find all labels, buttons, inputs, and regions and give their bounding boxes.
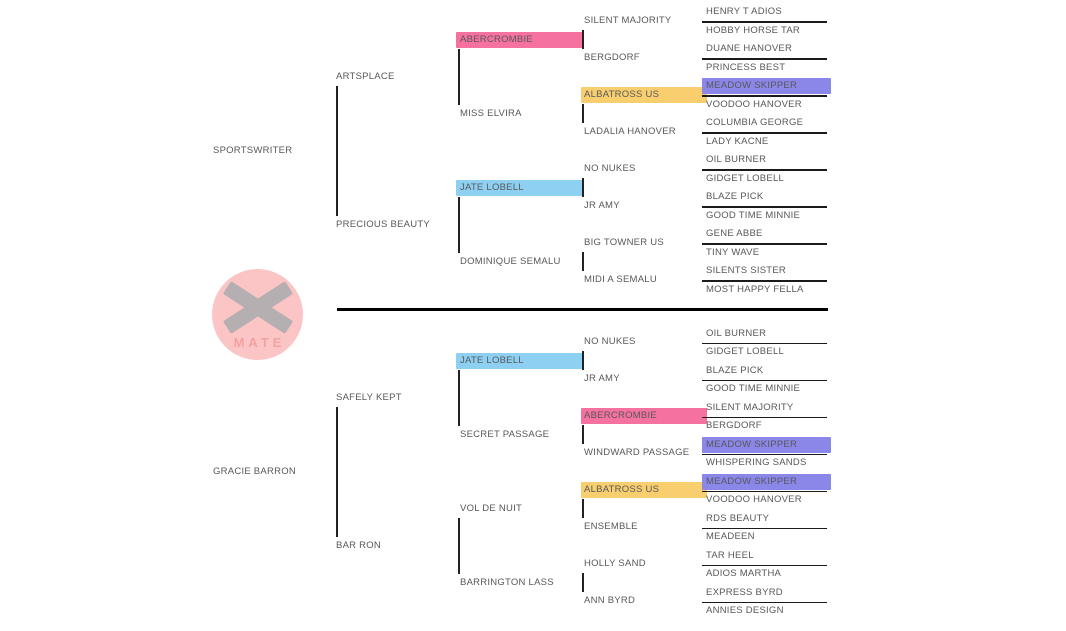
connector-line xyxy=(582,104,584,123)
horse-name-gen5[interactable]: BLAZE PICK xyxy=(706,191,764,202)
horse-name-gen3[interactable]: MISS ELVIRA xyxy=(460,108,522,119)
connector-line xyxy=(582,573,584,592)
horse-name-gen5[interactable]: DUANE HANOVER xyxy=(706,43,793,54)
connector-line xyxy=(458,518,460,574)
horse-name-gen4[interactable]: NO NUKES xyxy=(584,336,636,347)
horse-name-gen5[interactable]: TINY WAVE xyxy=(706,246,760,258)
horse-name-gen4[interactable]: JR AMY xyxy=(584,200,620,211)
horse-name-gen3[interactable]: DOMINIQUE SEMALU xyxy=(460,256,561,267)
connector-line xyxy=(582,178,584,197)
horse-name-gen3[interactable]: SECRET PASSAGE xyxy=(460,429,550,440)
horse-name-gen2[interactable]: ARTSPLACE xyxy=(336,71,395,82)
horse-name-gen5[interactable]: GOOD TIME MINNIE xyxy=(706,383,801,394)
horse-name-gen5[interactable]: ADIOS MARTHA xyxy=(706,568,782,579)
horse-name-gen5[interactable]: GIDGET LOBELL xyxy=(706,346,785,357)
horse-name-gen5[interactable]: COLUMBIA GEORGE xyxy=(706,117,804,128)
horse-name-gen5-highlighted[interactable]: MEADOW SKIPPER xyxy=(702,436,831,453)
horse-name-gen5[interactable]: GIDGET LOBELL xyxy=(706,172,785,184)
horse-name-gen5[interactable]: TAR HEEL xyxy=(706,549,754,561)
horse-name-gen5[interactable]: MEADEEN xyxy=(706,531,755,542)
logo-wordmark: MATE xyxy=(233,335,286,350)
horse-name-gen5[interactable]: SILENTS SISTER xyxy=(706,265,787,276)
horse-name-gen4-highlighted[interactable]: ALBATROSS US xyxy=(581,87,707,103)
horse-name-gen5[interactable]: OIL BURNER xyxy=(706,154,767,165)
horse-name-gen4[interactable]: WINDWARD PASSAGE xyxy=(584,447,690,458)
pair-separator-line xyxy=(702,206,827,208)
pair-separator-line xyxy=(702,453,827,455)
connector-line xyxy=(458,197,460,253)
horse-name-gen5[interactable]: SILENT MAJORITY xyxy=(706,401,794,413)
connector-line xyxy=(582,30,584,49)
horse-name-gen2[interactable]: PRECIOUS BEAUTY xyxy=(336,219,431,230)
horse-name-gen3[interactable]: BARRINGTON LASS xyxy=(460,577,554,588)
pair-separator-line xyxy=(702,601,827,603)
pair-separator-line xyxy=(702,564,827,566)
connector-line xyxy=(582,351,584,370)
horse-name-gen5[interactable]: BERGDORF xyxy=(706,420,762,431)
pair-separator-line xyxy=(702,169,827,171)
horse-name-gen3[interactable]: VOL DE NUIT xyxy=(460,503,523,514)
connector-line xyxy=(582,499,584,518)
horse-name-gen1[interactable]: SPORTSWRITER xyxy=(213,145,293,156)
pair-separator-line xyxy=(702,95,827,97)
horse-name-gen4[interactable]: LADALIA HANOVER xyxy=(584,126,676,137)
horse-name-gen4[interactable]: BIG TOWNER US xyxy=(584,237,664,248)
connector-line xyxy=(582,252,584,271)
horse-name-gen2[interactable]: SAFELY KEPT xyxy=(336,392,402,403)
connector-line xyxy=(336,407,338,537)
pair-separator-line xyxy=(702,21,827,23)
horse-name-gen5[interactable]: MOST HAPPY FELLA xyxy=(706,283,804,295)
pair-separator-line xyxy=(702,342,827,344)
horse-name-gen3-highlighted[interactable]: ABERCROMBIE xyxy=(456,32,584,48)
horse-name-gen4[interactable]: HOLLY SAND xyxy=(584,558,646,569)
pair-separator-line xyxy=(702,243,827,245)
pair-separator-line xyxy=(702,527,827,529)
xmate-logo: MATE xyxy=(212,269,303,360)
pair-separator-line xyxy=(702,490,827,492)
connector-line xyxy=(458,370,460,426)
pair-separator-line xyxy=(702,379,827,381)
horse-name-gen2[interactable]: BAR RON xyxy=(336,540,382,551)
connector-line xyxy=(336,86,338,216)
horse-name-gen5-highlighted[interactable]: MEADOW SKIPPER xyxy=(702,473,831,490)
horse-name-gen4[interactable]: ANN BYRD xyxy=(584,595,636,606)
paternal-maternal-divider xyxy=(337,308,828,311)
horse-name-gen5[interactable]: OIL BURNER xyxy=(706,327,767,339)
horse-name-gen3-highlighted[interactable]: JATE LOBELL xyxy=(456,180,584,196)
connector-line xyxy=(582,425,584,444)
horse-name-gen5[interactable]: HOBBY HORSE TAR xyxy=(706,24,801,36)
horse-name-gen1[interactable]: GRACIE BARRON xyxy=(213,466,296,477)
horse-name-gen5-highlighted[interactable]: MEADOW SKIPPER xyxy=(702,78,831,94)
horse-name-gen5[interactable]: LADY KACNE xyxy=(706,135,769,147)
horse-name-gen4[interactable]: JR AMY xyxy=(584,373,620,384)
connector-line xyxy=(458,49,460,105)
pair-separator-line xyxy=(702,280,827,282)
horse-name-gen5[interactable]: RDS BEAUTY xyxy=(706,512,770,524)
horse-name-gen5[interactable]: PRINCESS BEST xyxy=(706,61,786,73)
horse-name-gen5[interactable]: VOODOO HANOVER xyxy=(706,494,802,505)
horse-name-gen4-highlighted[interactable]: ABERCROMBIE xyxy=(581,408,707,424)
horse-name-gen3-highlighted[interactable]: JATE LOBELL xyxy=(456,353,584,369)
horse-name-gen5[interactable]: ANNIES DESIGN xyxy=(706,605,784,616)
horse-name-gen5[interactable]: HENRY T ADIOS xyxy=(706,6,782,17)
horse-name-gen4[interactable]: SILENT MAJORITY xyxy=(584,15,672,26)
horse-name-gen5[interactable]: BLAZE PICK xyxy=(706,364,764,376)
horse-name-gen5[interactable]: GENE ABBE xyxy=(706,228,763,239)
horse-name-gen4[interactable]: MIDI A SEMALU xyxy=(584,274,657,285)
horse-name-gen4[interactable]: BERGDORF xyxy=(584,52,640,63)
horse-name-gen5[interactable]: WHISPERING SANDS xyxy=(706,457,807,468)
pair-separator-line xyxy=(702,132,827,134)
horse-name-gen5[interactable]: GOOD TIME MINNIE xyxy=(706,209,801,221)
pair-separator-line xyxy=(702,58,827,60)
horse-name-gen4[interactable]: ENSEMBLE xyxy=(584,521,638,532)
horse-name-gen4[interactable]: NO NUKES xyxy=(584,163,636,174)
horse-name-gen5[interactable]: EXPRESS BYRD xyxy=(706,586,783,598)
horse-name-gen5[interactable]: VOODOO HANOVER xyxy=(706,98,802,110)
horse-name-gen4-highlighted[interactable]: ALBATROSS US xyxy=(581,482,707,498)
pair-separator-line xyxy=(702,416,827,418)
